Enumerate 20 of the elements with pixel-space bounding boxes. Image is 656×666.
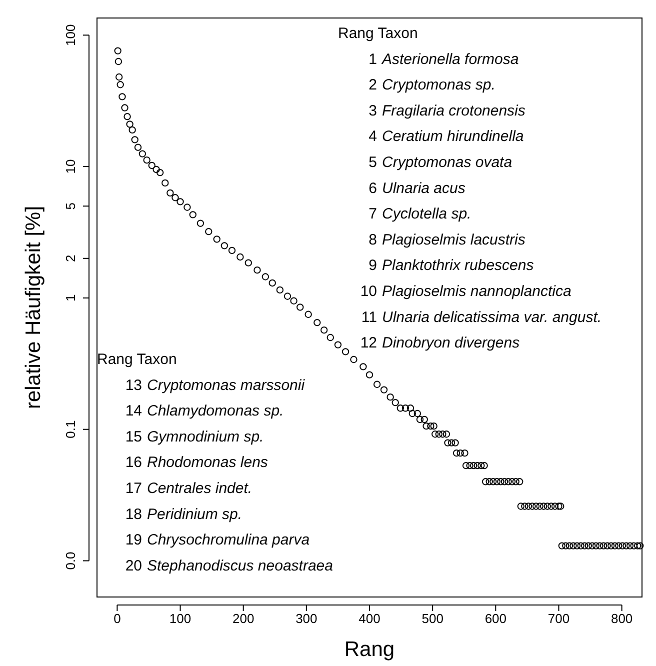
x-tick-label: 100 bbox=[169, 611, 192, 626]
y-axis-title: relative Häufigkeit [%] bbox=[22, 206, 45, 410]
x-tick-label: 300 bbox=[296, 611, 318, 626]
x-tick-label: 500 bbox=[422, 611, 444, 626]
x-tick-label: 400 bbox=[358, 611, 380, 626]
y-tick-label: 1 bbox=[63, 294, 78, 302]
text: Rang Taxon 1 Asterionella formosa 2 Cryptomonas sp. 3 Fragilaria crotonensis 4 Ceratium hirundinella 5 Cryptomonas ovata 6 Ulnaria acus 7 Cyclotella sp. 8 Plagioselmis lacustris 9 Planktothrix rubescens 10 Plagioselmis nannoplanctica 11 Ulnaria delicatissima var. angust. 12 Dinobryon divergens bbox=[338, 25, 602, 352]
y-tick-label: 0.1 bbox=[63, 420, 78, 438]
x-tick-label: 200 bbox=[232, 611, 254, 626]
x-tick-label: 600 bbox=[484, 611, 507, 626]
text: Rang Taxon 13 Cryptomonas marssonii 14 Chlamydomonas sp. 15 Gymnodinium sp. 16 Rhodomonas lens 17 Centrales indet. 18 Peridinium sp. 19 Chrysochromulina parva 20 Stephanodiscus neoastraea bbox=[97, 351, 333, 574]
y-tick-label: 0.0 bbox=[63, 552, 78, 570]
y-tick-label: 5 bbox=[63, 202, 78, 210]
y-tick-label: 2 bbox=[63, 254, 78, 262]
y-tick-label: 100 bbox=[63, 24, 78, 46]
x-tick-label: 0 bbox=[114, 611, 121, 626]
x-axis-title: Rang bbox=[344, 638, 395, 661]
x-tick-label: 700 bbox=[548, 611, 570, 626]
y-tick-label: 10 bbox=[63, 159, 78, 174]
x-tick-label: 800 bbox=[610, 611, 633, 626]
